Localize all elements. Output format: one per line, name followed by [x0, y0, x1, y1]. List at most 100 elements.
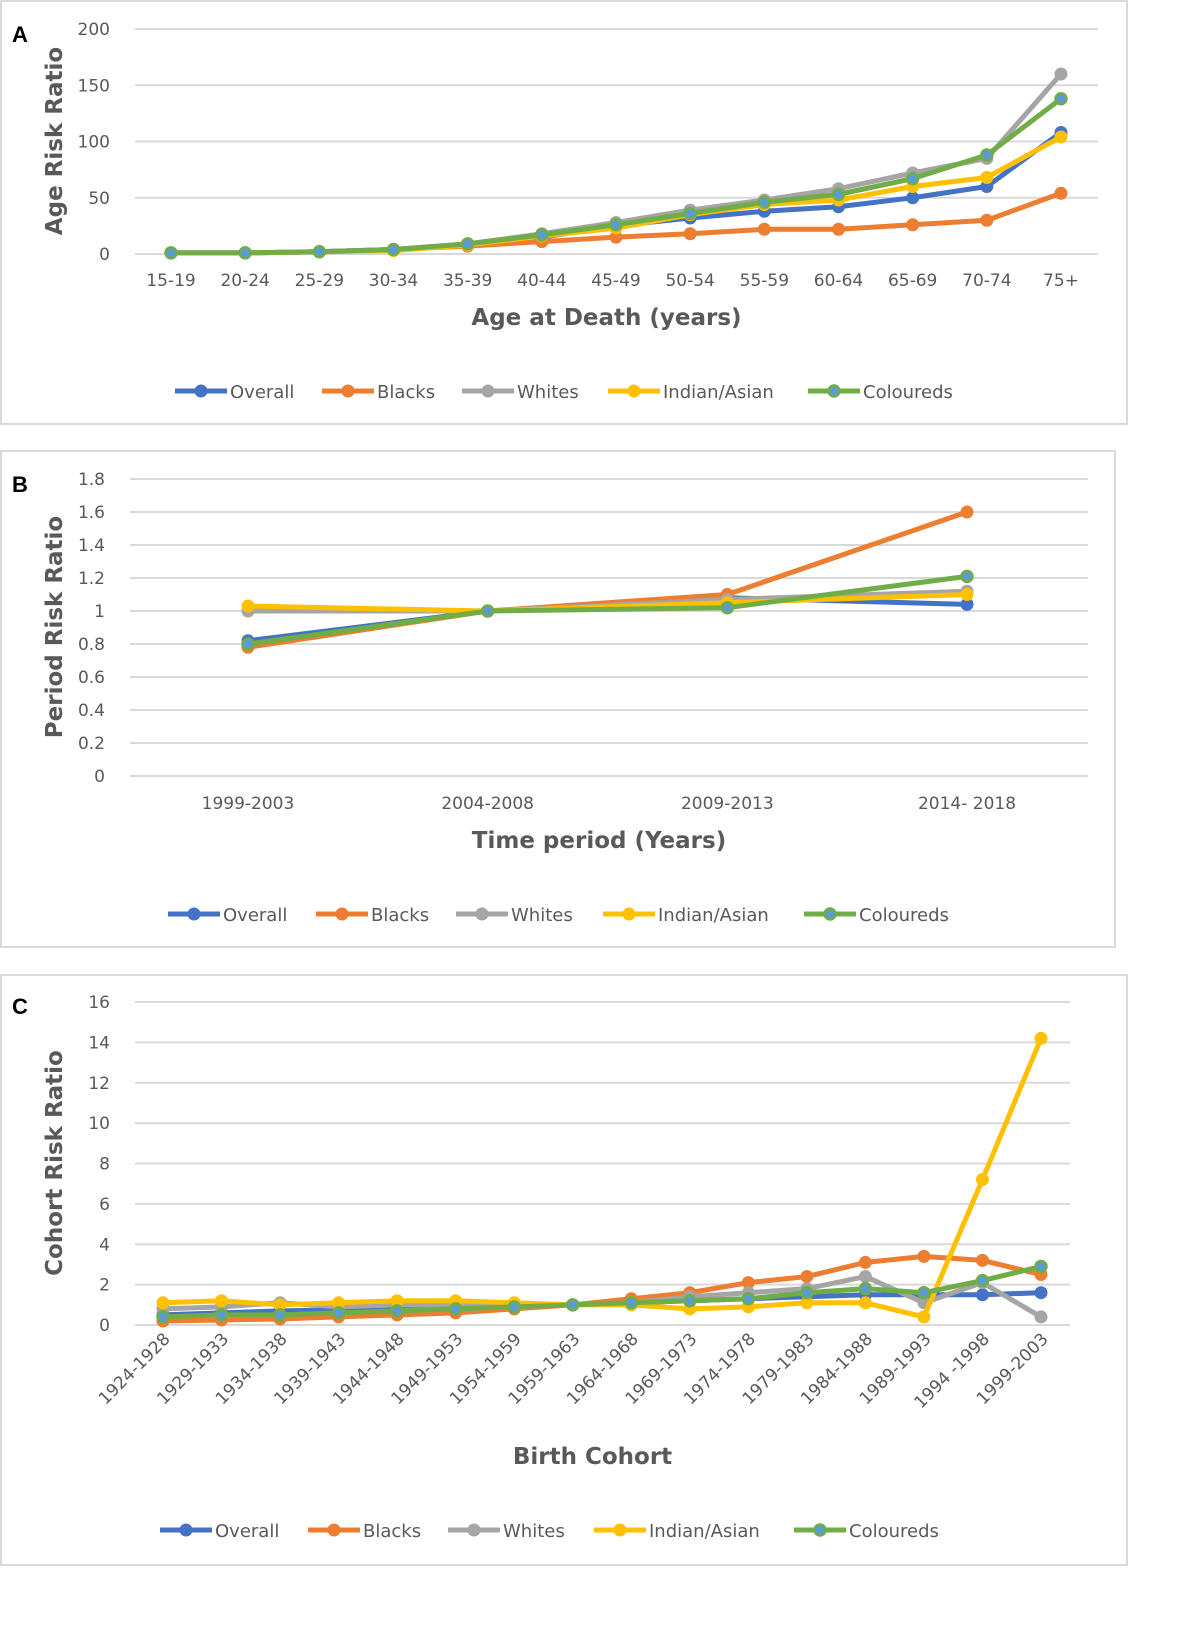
legend-label: Overall	[215, 1521, 279, 1542]
data-point	[164, 246, 178, 260]
y-tick-label: 1.6	[78, 503, 105, 523]
data-point	[858, 1270, 872, 1284]
data-point	[241, 599, 255, 613]
data-point	[683, 206, 697, 221]
legend-marker	[467, 1523, 481, 1537]
legend-label: Blacks	[377, 382, 435, 403]
y-tick-label: 0.4	[78, 701, 105, 721]
legend-marker	[627, 384, 641, 398]
legend-label: Indian/Asian	[649, 1521, 760, 1542]
data-point	[390, 1304, 404, 1318]
y-tick-label: 4	[99, 1235, 110, 1255]
data-point	[800, 1285, 814, 1300]
y-axis-title: Age Risk Ratio	[42, 47, 68, 235]
data-point	[273, 1298, 287, 1312]
data-point	[214, 1308, 229, 1322]
x-axis-title: Time period (Years)	[472, 828, 726, 854]
legend-label: Whites	[511, 905, 573, 926]
data-point	[741, 1276, 755, 1290]
data-point	[906, 218, 920, 232]
data-point	[683, 1294, 697, 1308]
data-point	[683, 227, 697, 241]
data-point	[215, 1294, 229, 1308]
y-tick-label: 0.2	[78, 734, 105, 754]
x-tick-label: 30-34	[369, 271, 418, 291]
legend-item: Blacks	[322, 382, 435, 403]
data-point	[238, 246, 252, 260]
data-point	[975, 1253, 989, 1267]
legend-marker	[813, 1523, 827, 1537]
data-point	[1054, 130, 1068, 144]
data-point	[156, 1296, 170, 1310]
x-tick-label: 20-24	[220, 271, 269, 291]
data-point	[273, 1308, 287, 1322]
data-point	[448, 1302, 463, 1316]
data-point	[1034, 1286, 1048, 1300]
y-axis-title: Cohort Risk Ratio	[42, 1050, 68, 1276]
legend-label: Coloureds	[859, 905, 949, 926]
data-point	[831, 187, 846, 202]
data-point	[1054, 67, 1068, 81]
legend-label: Coloureds	[849, 1521, 939, 1542]
data-point	[609, 218, 623, 232]
data-point	[980, 213, 994, 227]
data-point	[480, 604, 495, 618]
y-tick-label: 14	[88, 1033, 110, 1053]
x-tick-label: 60-64	[814, 271, 863, 291]
data-point	[331, 1306, 346, 1320]
legend-marker	[823, 907, 837, 921]
legend-item: Coloureds	[804, 905, 949, 926]
data-point	[312, 245, 327, 259]
data-point	[741, 1292, 756, 1306]
legend-item: Overall	[160, 1521, 279, 1542]
legend-item: Indian/Asian	[608, 382, 774, 403]
legend-item: Coloureds	[794, 1521, 939, 1542]
data-point	[800, 1270, 814, 1284]
legend-label: Coloureds	[863, 382, 953, 403]
data-point	[917, 1249, 931, 1263]
series-coloureds	[156, 1259, 1048, 1324]
y-tick-label: 8	[99, 1155, 110, 1175]
data-point	[980, 148, 994, 162]
data-point	[960, 597, 974, 611]
x-tick-label: 40-44	[517, 271, 566, 291]
data-point	[757, 195, 772, 209]
y-tick-label: 0	[94, 767, 105, 787]
data-point	[720, 600, 735, 615]
panel-border	[0, 974, 1128, 1566]
data-point	[980, 180, 994, 193]
legend-marker	[179, 1523, 193, 1537]
legend-marker	[327, 1523, 341, 1537]
legend-marker	[341, 384, 355, 398]
legend-label: Indian/Asian	[658, 905, 769, 926]
legend-label: Blacks	[363, 1521, 421, 1542]
y-tick-label: 50	[88, 189, 110, 209]
y-tick-label: 1	[94, 602, 105, 622]
x-axis-title: Birth Cohort	[513, 1444, 672, 1470]
y-tick-label: 16	[88, 993, 110, 1013]
y-tick-label: 150	[78, 76, 110, 96]
x-tick-label: 70-74	[962, 271, 1011, 291]
data-point	[960, 569, 974, 584]
data-point	[980, 171, 994, 184]
data-point	[1034, 1031, 1048, 1045]
legend-item: Overall	[175, 382, 294, 403]
data-point	[858, 1281, 873, 1296]
y-tick-label: 0	[99, 245, 110, 265]
legend-marker	[194, 384, 208, 398]
legend-item: Blacks	[308, 1521, 421, 1542]
x-tick-label: 55-59	[740, 271, 789, 291]
data-point	[624, 1296, 639, 1310]
data-point	[960, 505, 974, 519]
data-point	[390, 1294, 404, 1308]
y-tick-label: 200	[78, 20, 110, 40]
y-tick-label: 100	[78, 133, 110, 153]
data-point	[906, 191, 920, 205]
x-tick-label: 2004-2008	[441, 794, 534, 814]
data-point	[565, 1298, 580, 1312]
x-tick-label: 75+	[1043, 271, 1079, 291]
x-tick-label: 50-54	[665, 271, 714, 291]
legend-label: Whites	[503, 1521, 565, 1542]
legend-item: Coloureds	[808, 382, 953, 403]
panel-border	[0, 450, 1116, 948]
